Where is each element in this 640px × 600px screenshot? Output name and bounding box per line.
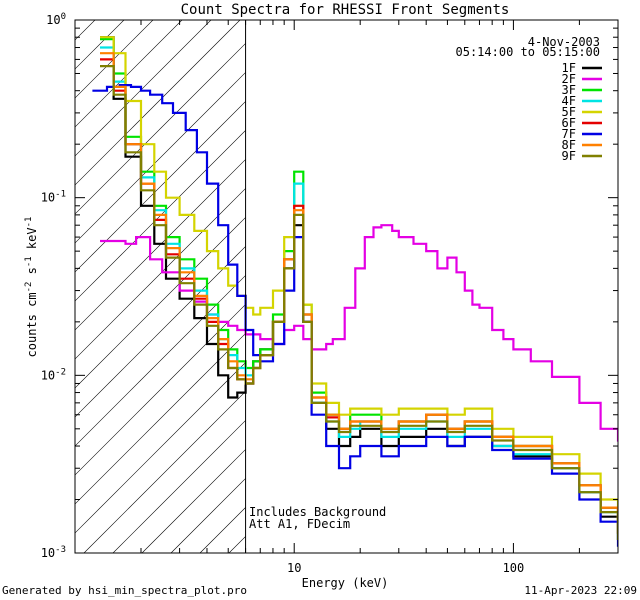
hatch-line xyxy=(0,0,104,553)
footer-timestamp: 11-Apr-2023 22:09 xyxy=(524,584,637,597)
legend-label-3F: 3F xyxy=(562,83,576,97)
series-line-7F xyxy=(92,84,618,547)
footer-generated-by: Generated by hsi_min_spectra_plot.pro xyxy=(2,584,247,597)
legend-label-9F: 9F xyxy=(562,149,576,163)
x-tick-label: 100 xyxy=(503,561,525,575)
hatch-line xyxy=(75,20,241,186)
legend-label-2F: 2F xyxy=(562,72,576,86)
chart-title: Count Spectra for RHESSI Front Segments xyxy=(181,2,510,18)
x-tick-label: 10 xyxy=(287,561,301,575)
hatch-line xyxy=(75,20,270,215)
time-range-label: 05:14:00 to 05:15:00 xyxy=(456,45,601,59)
y-tick-label: 100 xyxy=(46,12,66,27)
hatch-line xyxy=(75,20,212,157)
legend-label-7F: 7F xyxy=(562,127,576,141)
axes-layer: 10 100 10-3 10-2 10-1 100 xyxy=(41,12,619,575)
annotation-background: Includes Background xyxy=(249,505,386,519)
legend-label-6F: 6F xyxy=(562,116,576,130)
y-tick-label: 10-2 xyxy=(41,367,66,382)
date-label: 4-Nov-2003 xyxy=(528,35,600,49)
series-line-9F xyxy=(100,65,618,540)
hatch-line xyxy=(75,20,125,70)
legend-label-4F: 4F xyxy=(562,94,576,108)
series-layer xyxy=(92,36,618,547)
legend-label-5F: 5F xyxy=(562,105,576,119)
plot-frame xyxy=(74,19,619,554)
hatch-line xyxy=(75,20,183,128)
y-tick-label: 10-1 xyxy=(41,190,66,205)
attenuator-hatch-region xyxy=(0,0,618,553)
y-axis-label: counts cm-2 s-1 keV-1 xyxy=(24,217,39,358)
legend-label-1F: 1F xyxy=(562,61,576,75)
y-tick-label: 10-3 xyxy=(41,545,66,560)
legend-label-8F: 8F xyxy=(562,138,576,152)
annotation-attenuator: Att A1, FDecim xyxy=(249,517,350,531)
x-axis-label: Energy (keV) xyxy=(302,576,389,590)
